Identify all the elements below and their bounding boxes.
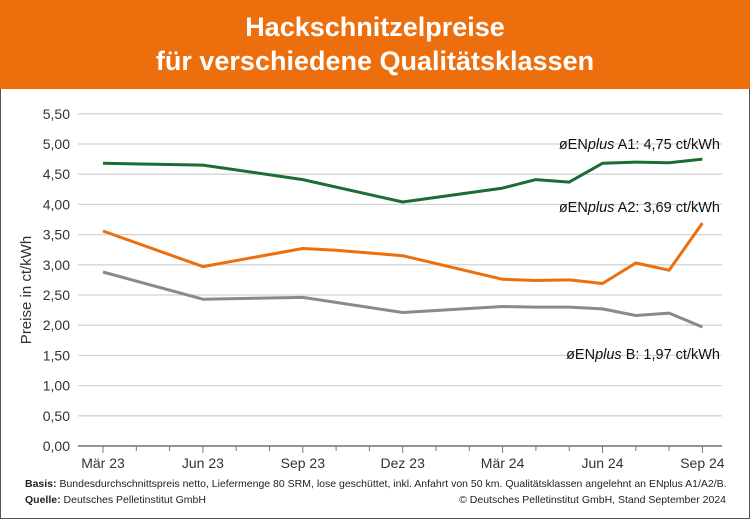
x-tick-label: Mär 24: [481, 455, 525, 471]
y-tick-label: 2,00: [43, 317, 70, 333]
y-axis-label: Preise in ct/kWh: [18, 236, 35, 344]
x-tick-label: Sep 24: [680, 455, 725, 471]
x-tick-label: Sep 23: [281, 455, 326, 471]
y-tick-label: 5,50: [43, 106, 70, 122]
basis-label: Basis:: [25, 478, 57, 490]
y-tick-label: 3,00: [43, 257, 70, 273]
x-tick-label: Dez 23: [381, 455, 426, 471]
series-label-B: øENplus B: 1,97 ct/kWh: [566, 347, 720, 363]
x-tick-label: Mär 23: [81, 455, 125, 471]
y-tick-label: 0,00: [43, 438, 70, 454]
y-tick-label: 1,50: [43, 347, 70, 363]
footer-source: Quelle: Deutsches Pelletinstitut GmbH: [25, 494, 206, 506]
chart-title-line1: Hackschnitzelpreise: [245, 12, 505, 42]
y-tick-label: 0,50: [43, 408, 70, 424]
series-line-B: [102, 270, 703, 329]
series-line-A2: [102, 222, 704, 285]
footer-basis: Basis: Bundesdurchschnittspreis netto, L…: [25, 478, 727, 490]
y-tick-label: 5,00: [43, 136, 70, 152]
series-label-A2: øENplus A2: 3,69 ct/kWh: [559, 200, 720, 216]
basis-text: Bundesdurchschnittspreis netto, Lieferme…: [59, 478, 727, 490]
chart-title-line2: für verschiedene Qualitätsklassen: [155, 46, 595, 76]
y-tick-label: 2,50: [43, 287, 70, 303]
y-tick-label: 3,50: [43, 227, 70, 243]
y-tick-label: 4,00: [43, 196, 70, 212]
source-text: Deutsches Pelletinstitut GmbH: [63, 494, 206, 506]
y-tick-label: 4,50: [43, 166, 70, 182]
series-line-A1: [102, 157, 703, 204]
source-label: Quelle:: [25, 494, 61, 506]
x-tick-label: Jun 23: [182, 455, 224, 471]
y-tick-label: 1,00: [43, 378, 70, 394]
series-label-A1: øENplus A1: 4,75 ct/kWh: [559, 137, 720, 153]
x-tick-label: Jun 24: [581, 455, 623, 471]
footer-copyright: © Deutsches Pelletinstitut GmbH, Stand S…: [459, 494, 726, 506]
chart-header: Hackschnitzelpreise für verschiedene Qua…: [0, 0, 750, 89]
